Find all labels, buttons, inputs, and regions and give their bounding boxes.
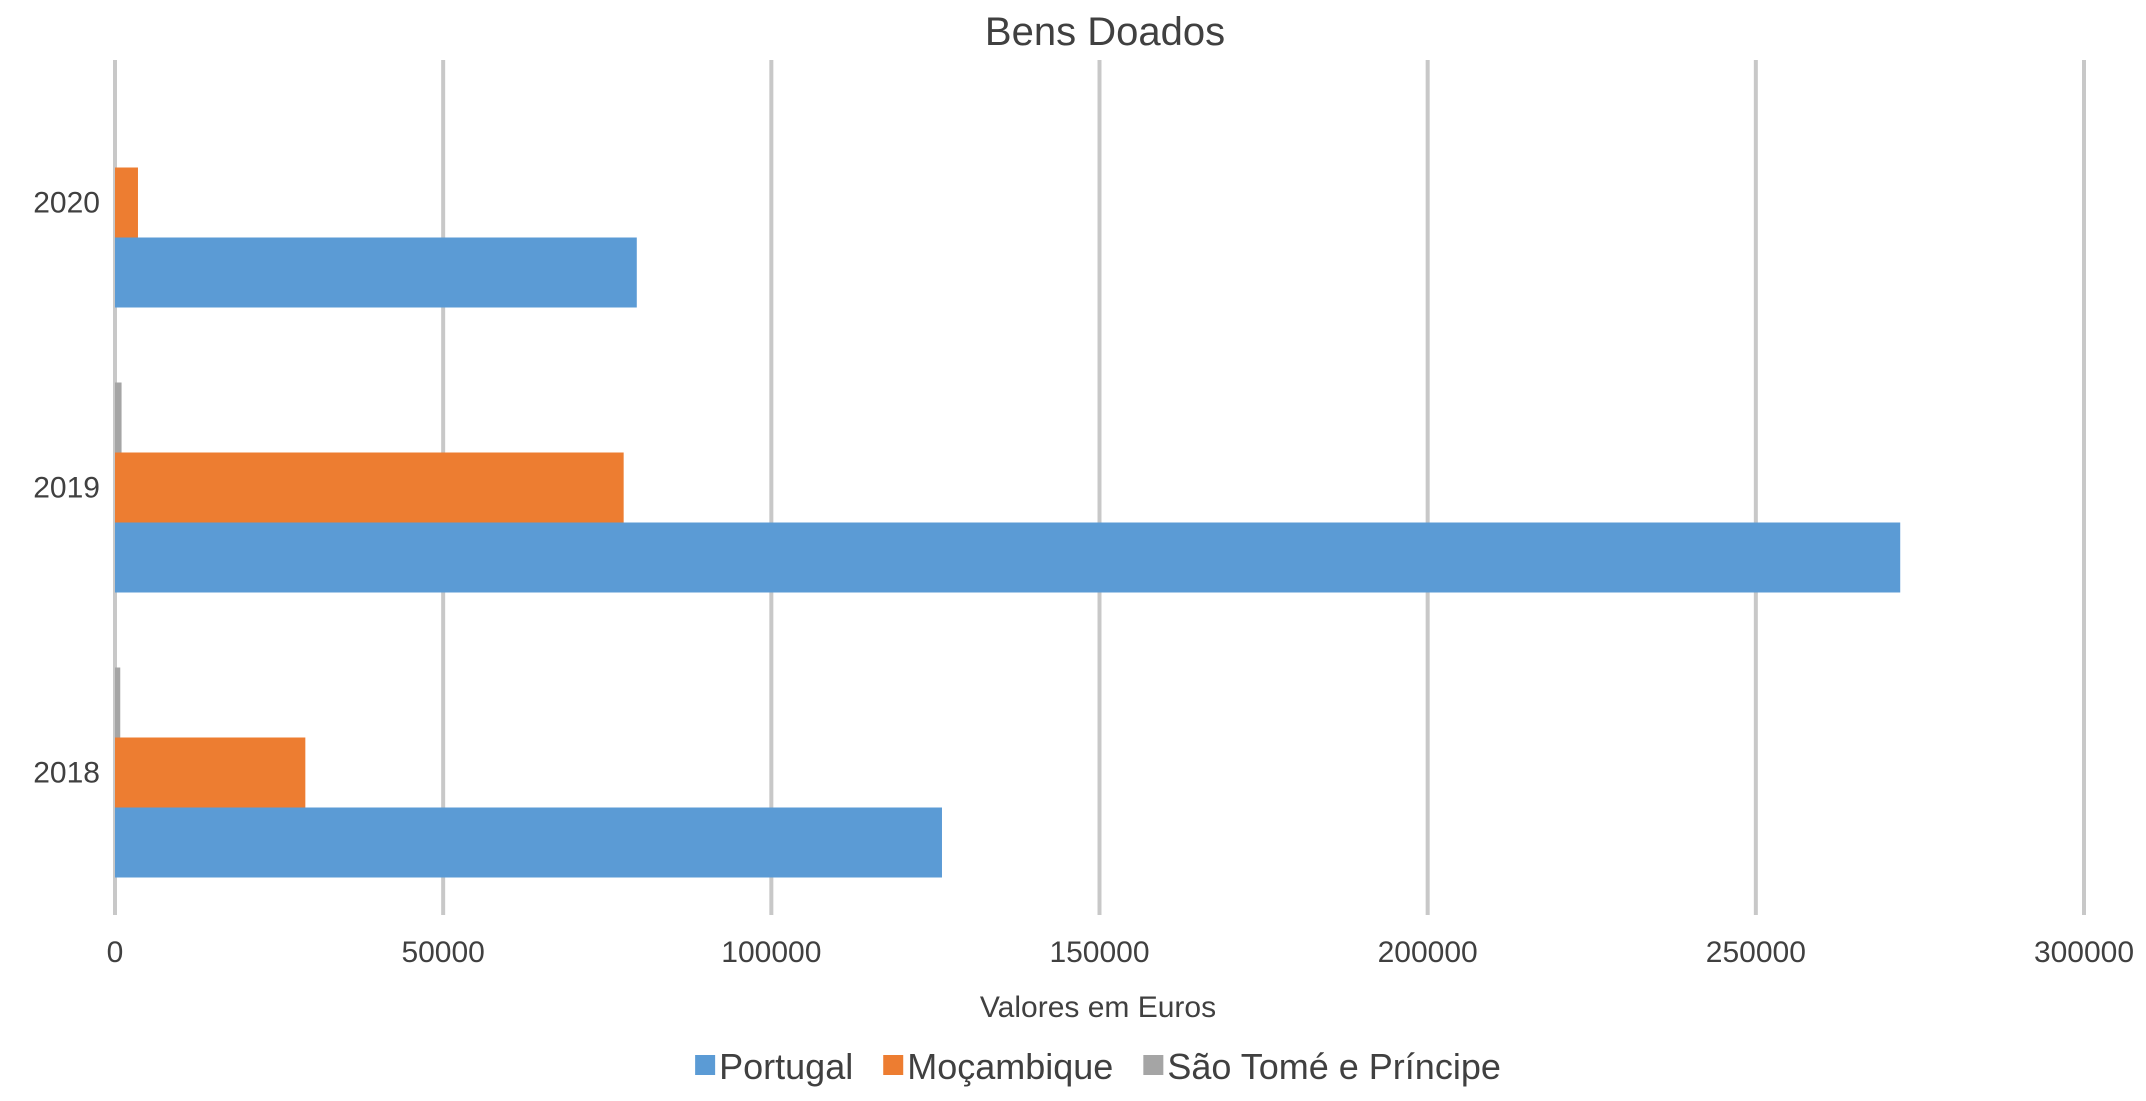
- bar-portugal-2018: [115, 807, 942, 878]
- bar-s-o-tom-e-pr-ncipe-2018: [115, 667, 121, 738]
- legend-label: Portugal: [719, 1046, 853, 1087]
- legend-label: Moçambique: [907, 1046, 1113, 1087]
- legend-swatch: [1143, 1055, 1164, 1075]
- bar-mo-ambique-2020: [115, 167, 138, 238]
- x-tick-label: 150000: [1049, 936, 1149, 969]
- y-tick-label: 2020: [33, 187, 100, 220]
- x-tick-label: 250000: [1706, 936, 1806, 969]
- y-tick-label: 2018: [33, 757, 100, 790]
- x-tick-label: 300000: [2034, 936, 2134, 969]
- x-tick-labels: 0 50000 100000 150000 200000 250000 300000: [107, 936, 2134, 969]
- bars: [115, 167, 1901, 878]
- gridlines: [113, 60, 2086, 915]
- legend: Portugal Moçambique São Tomé e Príncipe: [695, 1046, 1501, 1087]
- bar-mo-ambique-2018: [115, 737, 306, 808]
- x-tick-label: 100000: [721, 936, 821, 969]
- bar-portugal-2019: [115, 522, 1901, 593]
- y-tick-labels: 2020 2019 2018: [33, 187, 100, 790]
- x-tick-label: 200000: [1378, 936, 1478, 969]
- y-tick-label: 2019: [33, 472, 100, 505]
- chart-title: Bens Doados: [985, 10, 1225, 54]
- legend-swatch: [883, 1055, 904, 1075]
- bar-s-o-tom-e-pr-ncipe-2019: [115, 382, 122, 453]
- x-tick-label: 50000: [401, 936, 484, 969]
- x-tick-label: 0: [107, 936, 124, 969]
- bar-portugal-2020: [115, 237, 637, 308]
- x-axis-label: Valores em Euros: [980, 991, 1216, 1024]
- legend-label: São Tomé e Príncipe: [1167, 1046, 1501, 1087]
- legend-swatch: [695, 1055, 716, 1075]
- bar-mo-ambique-2019: [115, 452, 624, 523]
